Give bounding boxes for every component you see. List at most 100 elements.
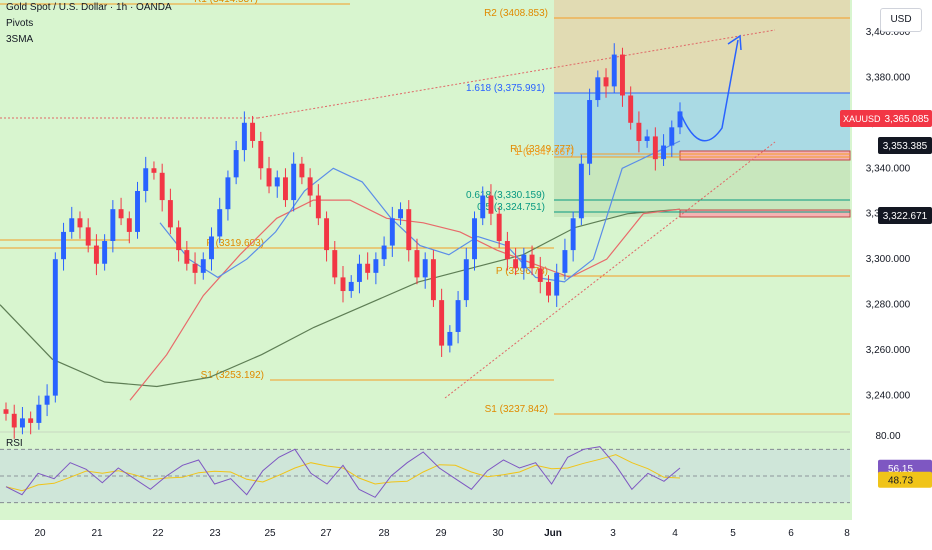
candle-body	[11, 413, 17, 428]
indicator-3sma[interactable]: 3SMA	[6, 34, 34, 45]
candle-body	[19, 418, 25, 428]
candle-body	[356, 263, 362, 282]
candle-body	[225, 177, 231, 210]
pivot-label: S1 (3253.192)	[201, 370, 264, 381]
price-badge-symbol: XAUUSD	[843, 114, 881, 124]
pivot-label: R1 (3349.777)	[510, 144, 574, 155]
price-tick-label: 3,260.000	[866, 345, 911, 356]
fib-label: 1.618 (3,375.991)	[466, 83, 545, 94]
upper-trendline	[257, 29, 776, 119]
target-zone	[554, 0, 850, 93]
rsi-line	[5, 446, 681, 498]
candle-body	[562, 250, 568, 273]
fib-label: 1 (3,347.667)	[515, 147, 575, 158]
time-axis-label: 20	[34, 528, 46, 539]
candle-body	[595, 77, 601, 101]
candle-body	[209, 236, 214, 260]
rsi-ma-badge-bg	[878, 471, 932, 488]
price-badge-bg	[840, 110, 932, 127]
indicator-pivots[interactable]: Pivots	[6, 18, 34, 29]
rsi-ma-line	[5, 454, 681, 492]
price-badge-value: 3,353.385	[883, 141, 928, 152]
candle-body	[669, 127, 675, 146]
candle-body	[36, 404, 42, 423]
candle-body	[628, 95, 634, 123]
candle-body	[480, 195, 486, 219]
candle-body	[52, 259, 58, 396]
candle-body	[611, 54, 617, 87]
price-badge-value: 3,365.085	[885, 114, 930, 125]
pivot-label: R1 (3414.537)	[194, 0, 258, 5]
candle-body	[143, 168, 149, 191]
candle-body	[167, 200, 173, 228]
currency-button[interactable]: USD	[880, 8, 922, 32]
price-badge-bg	[878, 137, 932, 154]
candle-body	[537, 268, 543, 282]
candle-body	[381, 245, 387, 260]
candle-body	[389, 218, 395, 246]
price-tick-label: 3,400.000	[866, 27, 911, 38]
rsi-label: RSI	[6, 438, 23, 449]
candle-body	[546, 281, 551, 296]
candle-body	[587, 100, 593, 164]
price-badge-value: 3,322.671	[883, 211, 928, 222]
time-axis-label: 30	[492, 528, 504, 539]
candle-body	[258, 140, 264, 169]
candle-body	[159, 172, 165, 201]
candle-body	[513, 259, 519, 269]
candle-body	[430, 259, 436, 301]
candle-body	[77, 218, 83, 228]
time-axis-label: 23	[209, 528, 221, 539]
fib-zone-upper	[554, 93, 850, 157]
candle-body	[217, 209, 223, 237]
candle-body	[661, 145, 667, 160]
candle-body	[447, 331, 453, 346]
candle-body	[644, 136, 650, 141]
candle-body	[126, 218, 132, 232]
candle-body	[455, 300, 461, 332]
candle-body	[439, 300, 445, 346]
pivot-label: R2 (3408.853)	[484, 8, 548, 19]
pivot-label: P (3319.603)	[206, 238, 264, 249]
time-axis-panel	[0, 520, 932, 550]
candle-body	[299, 163, 305, 178]
candle-body	[373, 259, 379, 273]
candle-body	[463, 259, 469, 301]
candle-body	[340, 277, 346, 292]
candle-body	[332, 250, 338, 278]
candle-body	[496, 213, 502, 242]
time-axis-label: Jun	[544, 528, 562, 539]
candle-body	[61, 231, 67, 260]
candle-body	[677, 111, 683, 128]
fib-zone-lower	[554, 157, 850, 217]
time-axis-label: 21	[91, 528, 103, 539]
rsi-ma-badge: 48.73	[888, 476, 913, 487]
candle-body	[28, 418, 34, 423]
price-tick-label: 3,380.000	[866, 72, 911, 83]
price-tick-label: 3,240.000	[866, 391, 911, 402]
price-badge-bg	[878, 207, 932, 224]
time-axis-label: 6	[788, 528, 794, 539]
fib-label: 0.618 (3,330.159)	[466, 190, 545, 201]
candle-body	[570, 218, 576, 251]
time-axis-label: 29	[435, 528, 447, 539]
sma-blue-line	[159, 140, 681, 283]
time-axis-label: 3	[610, 528, 616, 539]
candle-body	[422, 259, 428, 278]
candle-body	[69, 218, 75, 232]
candle-body	[85, 227, 91, 246]
price-tick-label: 3,280.000	[866, 300, 911, 311]
candle-body	[266, 168, 272, 187]
candle-body	[348, 281, 354, 292]
candle-body	[307, 177, 313, 196]
candle-body	[110, 209, 116, 242]
candle-body	[365, 263, 371, 273]
candle-body	[488, 195, 494, 214]
candle-body	[44, 395, 50, 405]
candle-body	[184, 250, 190, 264]
candle-body	[636, 122, 642, 141]
candle-body	[619, 54, 625, 96]
price-axis-panel	[852, 0, 932, 520]
